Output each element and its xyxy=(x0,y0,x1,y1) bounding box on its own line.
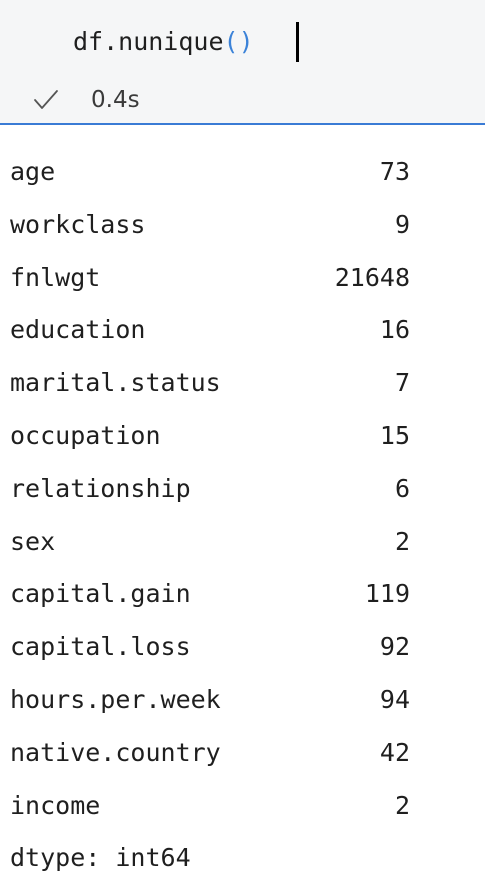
output-key: relationship xyxy=(10,473,191,503)
output-row: sex 2 xyxy=(10,520,410,573)
output-row: education 16 xyxy=(10,308,410,361)
output-row: capital.loss 92 xyxy=(10,625,410,678)
output-value: 92 xyxy=(379,632,410,662)
output-row: age 73 xyxy=(10,150,410,203)
code-parens: () xyxy=(223,27,254,56)
output-key: workclass xyxy=(10,209,146,239)
output-key: marital.status xyxy=(10,368,221,398)
output-row: relationship 6 xyxy=(10,467,410,520)
code-editor-line[interactable]: df.nunique() xyxy=(73,24,254,60)
output-row: income 2 xyxy=(10,784,410,837)
output-row: fnlwgt 21648 xyxy=(10,256,410,309)
output-key: native.country xyxy=(10,737,221,767)
output-value: 73 xyxy=(379,157,410,186)
output-row: workclass 9 xyxy=(10,203,410,256)
output-value: 94 xyxy=(379,684,410,714)
output-value: 119 xyxy=(364,579,410,609)
output-row: hours.per.week 94 xyxy=(10,678,410,731)
output-value: 21648 xyxy=(334,262,410,292)
output-key: age xyxy=(10,157,56,186)
text-cursor xyxy=(296,22,299,62)
output-row: occupation 15 xyxy=(10,414,410,467)
output-value: 2 xyxy=(394,526,410,556)
output-key: education xyxy=(10,315,146,345)
output-value: 2 xyxy=(394,790,410,820)
output-value: 42 xyxy=(379,737,410,767)
dtype-label: dtype: int64 xyxy=(10,843,191,872)
output-row: native.country 42 xyxy=(10,731,410,784)
output-value: 9 xyxy=(394,209,410,239)
code-cell-input[interactable]: df.nunique() 0.4s xyxy=(0,0,485,125)
cell-output: age 73 workclass 9 fnlwgt 21648 educatio… xyxy=(10,150,410,836)
output-value: 6 xyxy=(394,473,410,503)
output-value: 15 xyxy=(379,420,410,450)
output-key: sex xyxy=(10,526,56,556)
output-key: capital.loss xyxy=(10,632,191,662)
output-value: 16 xyxy=(379,315,410,345)
check-icon xyxy=(34,90,58,109)
output-value: 7 xyxy=(394,368,410,398)
execution-time: 0.4s xyxy=(91,87,140,113)
output-row: capital.gain 119 xyxy=(10,572,410,625)
execution-status: 0.4s xyxy=(33,83,140,117)
output-key: capital.gain xyxy=(10,579,191,609)
output-key: hours.per.week xyxy=(10,684,221,714)
code-text: df.nunique xyxy=(73,27,224,56)
output-key: income xyxy=(10,790,101,820)
output-key: fnlwgt xyxy=(10,262,101,292)
output-row: marital.status 7 xyxy=(10,361,410,414)
output-key: occupation xyxy=(10,420,161,450)
